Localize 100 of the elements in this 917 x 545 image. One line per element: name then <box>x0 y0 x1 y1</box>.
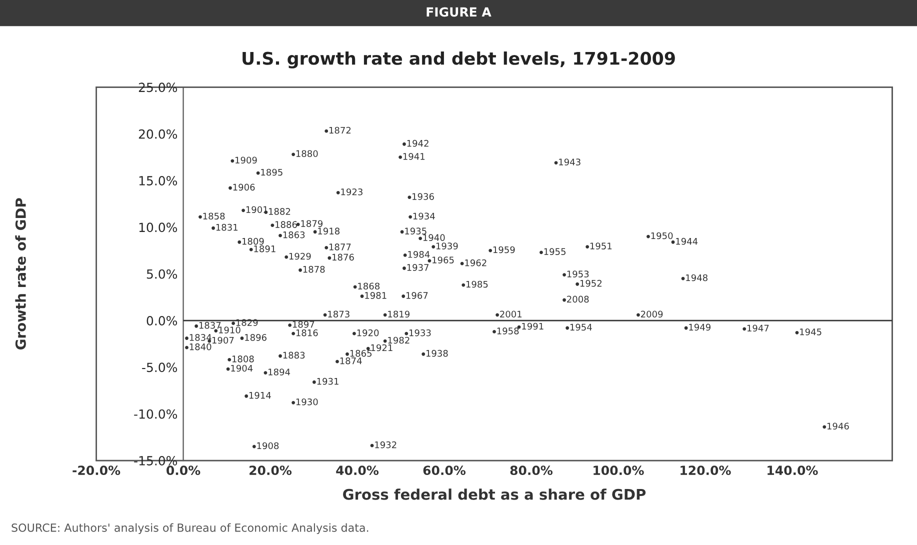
annotation: 1953 <box>567 270 589 278</box>
annotation: 1954 <box>570 324 592 331</box>
annotation: 1897 <box>292 320 314 328</box>
annotation: 1934 <box>413 212 435 220</box>
x-tick-label: 40.0% <box>336 466 379 476</box>
annotation: 1937 <box>407 264 429 271</box>
annotation: 1858 <box>203 212 225 220</box>
annotation: 1878 <box>303 266 325 273</box>
x-tick-label: 80.0% <box>510 466 553 476</box>
x-tick-label: -20.0% <box>72 466 120 476</box>
annotation: 2008 <box>567 296 589 303</box>
x-tick-label: 60.0% <box>423 466 466 476</box>
annotation: 1943 <box>559 158 580 166</box>
annotation: 1895 <box>261 168 282 176</box>
annotation: 1923 <box>341 188 362 196</box>
x-tick-label: 20.0% <box>250 466 292 476</box>
annotation: 1930 <box>296 398 318 406</box>
y-tick-label: -10.0% <box>134 409 178 419</box>
annotation: 1944 <box>676 238 698 245</box>
annotation: 1868 <box>358 282 380 290</box>
y-tick-label: 5.0% <box>146 269 178 279</box>
annotation: 1879 <box>301 220 323 228</box>
annotation: 1936 <box>412 193 434 200</box>
annotation: 1874 <box>340 357 362 364</box>
annotation: 1929 <box>289 252 311 260</box>
annotation: 1941 <box>403 152 425 160</box>
annotation: 1809 <box>242 238 264 245</box>
annotation: 1965 <box>432 256 454 264</box>
annotation: 1982 <box>388 336 410 344</box>
annotation: 1816 <box>296 329 318 336</box>
annotation: 1808 <box>232 356 254 362</box>
annotation: 1872 <box>329 126 351 134</box>
annotation: 1918 <box>318 228 340 234</box>
annotation: 1882 <box>268 208 290 215</box>
annotation: 1945 <box>800 328 822 336</box>
annotation: 1962 <box>465 259 486 266</box>
annotation: 1952 <box>580 280 602 287</box>
annotation: 1942 <box>407 140 428 147</box>
annotation: 1909 <box>236 156 257 164</box>
annotation: 1946 <box>827 422 849 430</box>
annotation: 1948 <box>686 274 708 282</box>
chart-title: U.S. growth rate and debt levels, 1791-2009 <box>242 51 675 68</box>
annotation: 1876 <box>332 254 354 261</box>
source-note: SOURCE: Authors' analysis of Bureau of Economic Analysis data. <box>12 523 368 534</box>
annotation: 1920 <box>357 329 379 336</box>
annotation: 1959 <box>493 246 515 254</box>
annotation: 1931 <box>317 378 338 385</box>
annotation: 1910 <box>218 326 240 334</box>
annotation: 1873 <box>328 310 350 318</box>
annotation: 1951 <box>590 242 612 250</box>
y-tick-label: 10.0% <box>139 222 178 232</box>
annotation: 1985 <box>466 280 488 288</box>
annotation: 1949 <box>689 324 710 331</box>
annotation: 1896 <box>245 334 266 341</box>
y-tick-label: -5.0% <box>142 362 178 372</box>
annotation: 1984 <box>408 250 430 258</box>
annotation: 1935 <box>405 228 426 234</box>
annotation: 1967 <box>406 292 428 299</box>
annotation: 1921 <box>371 344 392 352</box>
annotation: 1939 <box>436 242 458 250</box>
annotation: 1863 <box>283 231 305 238</box>
annotation: 1904 <box>231 364 253 372</box>
annotation: 1819 <box>388 310 410 318</box>
text: FIGURE A <box>426 7 492 17</box>
annotation: 1877 <box>329 244 351 250</box>
annotation: 1907 <box>212 336 234 344</box>
annotation: 1894 <box>268 368 290 376</box>
annotation: 2001 <box>500 310 522 318</box>
annotation: 1932 <box>375 441 396 448</box>
annotation: 1883 <box>283 352 305 359</box>
annotation: 1991 <box>522 322 544 330</box>
annotation: 1831 <box>216 224 238 231</box>
annotation: 1938 <box>426 350 448 357</box>
y-tick-label: 0.0% <box>146 316 178 326</box>
annotation: 2009 <box>640 310 663 318</box>
annotation: 1837 <box>199 322 221 329</box>
annotation: 1947 <box>747 324 769 332</box>
annotation: 1981 <box>365 292 386 299</box>
annotation: 1933 <box>409 329 431 336</box>
annotation: 1880 <box>296 150 318 158</box>
annotation: 1955 <box>544 248 566 256</box>
y-axis-title: Growth rate of GDP <box>15 198 26 350</box>
x-tick-label: 120.0% <box>680 466 731 476</box>
y-tick-label: 20.0% <box>138 129 178 139</box>
annotation: 1908 <box>257 442 279 450</box>
x-axis-title: Gross federal debt as a share of GDP <box>343 488 646 500</box>
x-tick-label: 0.0% <box>166 466 200 476</box>
annotation: 1940 <box>423 234 445 242</box>
annotation: 1865 <box>350 350 372 357</box>
annotation: 1906 <box>233 184 255 191</box>
annotation: 1891 <box>254 245 276 252</box>
y-tick-label: 15.0% <box>139 176 178 186</box>
x-tick-label: 100.0% <box>594 466 644 476</box>
annotation: 1914 <box>249 392 271 399</box>
annotation: 1834 <box>190 334 212 341</box>
annotation: 1886 <box>276 221 297 228</box>
annotation: 1950 <box>651 232 673 240</box>
annotation: 1840 <box>190 343 212 350</box>
x-tick-label: 140.0% <box>768 466 818 476</box>
annotation: 1958 <box>497 328 519 334</box>
